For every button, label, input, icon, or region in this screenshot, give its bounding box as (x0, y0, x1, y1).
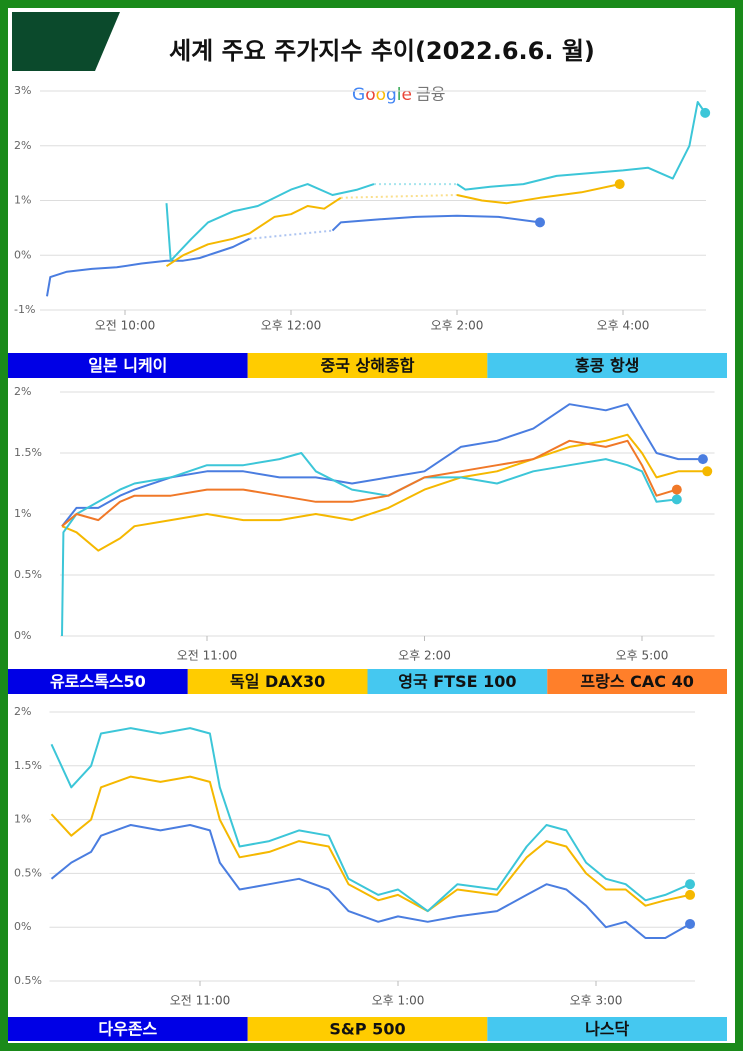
y-tick-label: 1.5% (14, 759, 42, 772)
legend-label: 나스닥 (585, 1020, 629, 1039)
panel (8, 8, 735, 1043)
y-tick-label: 0% (14, 248, 31, 261)
y-tick-label: -1% (14, 303, 35, 316)
series-line (61, 433, 708, 552)
x-tick-label: 오전 10:00 (95, 319, 155, 333)
legend-band (247, 353, 488, 378)
x-tick-label: 오후 5:00 (616, 649, 669, 663)
y-tick-label: 1% (14, 194, 31, 207)
series-line (165, 183, 620, 268)
legend-band (547, 669, 727, 694)
legend-label: 다우존스 (98, 1020, 157, 1039)
end-dot (702, 466, 713, 477)
y-tick-label: 1.5% (14, 446, 42, 459)
x-tick-label: 오전 11:00 (170, 994, 230, 1008)
end-dot (685, 918, 696, 929)
x-tick-label: 오후 2:00 (431, 319, 484, 333)
x-tick-label: 오전 11:00 (177, 649, 237, 663)
x-tick-label: 오후 12:00 (261, 319, 321, 333)
end-dot (700, 107, 711, 118)
x-tick-label: 오후 1:00 (372, 994, 425, 1008)
end-dot (535, 217, 545, 228)
series-line (61, 452, 677, 637)
legend-label: 프랑스 CAC 40 (580, 672, 693, 691)
y-tick-label: 0% (14, 920, 31, 933)
x-tick-label: 오후 3:00 (570, 994, 623, 1008)
end-dot (685, 889, 696, 900)
legend-band (487, 353, 727, 378)
legend-label: 홍콩 항생 (575, 356, 639, 375)
series-line (50, 727, 691, 913)
series-line (165, 101, 707, 262)
y-tick-label: 2% (14, 139, 31, 152)
legend-band (187, 669, 368, 694)
y-tick-label: 3% (14, 84, 31, 97)
end-dot (697, 454, 708, 465)
legend-label: 중국 상해종합 (321, 356, 415, 375)
legend-label: 일본 니케이 (88, 356, 167, 375)
legend-band (8, 1017, 248, 1041)
series-line (46, 214, 541, 297)
y-tick-label: 0.5% (14, 568, 42, 581)
legend-label: S&P 500 (329, 1020, 405, 1039)
title: 세계 주요 주가지수 추이(2022.6.6. 월) (169, 37, 595, 65)
series-line (50, 775, 691, 913)
legend-label: 유로스톡스50 (50, 672, 146, 691)
end-dot (671, 484, 682, 495)
legend-label: 영국 FTSE 100 (398, 672, 516, 691)
y-tick-label: 0.5% (14, 866, 42, 879)
legend-band (8, 353, 248, 378)
y-tick-label: 2% (14, 385, 31, 398)
x-tick-label: 오후 2:00 (398, 649, 451, 663)
gap-connector (249, 229, 333, 240)
legend-band (247, 1017, 488, 1041)
logo: Google (352, 85, 412, 105)
series-line (50, 824, 691, 939)
title-badge (12, 12, 120, 71)
legend-band (367, 669, 548, 694)
legend-label: 독일 DAX30 (230, 672, 325, 691)
legend-band (8, 669, 188, 694)
y-tick-label: 0% (14, 629, 31, 642)
gap-connector (340, 194, 458, 199)
y-tick-label: 1% (14, 813, 31, 826)
end-dot (614, 179, 625, 190)
y-tick-label: 2% (14, 705, 31, 718)
legend-band (487, 1017, 727, 1041)
end-dot (685, 879, 696, 890)
logo-suffix: 금융 (416, 85, 445, 104)
series-line (61, 439, 678, 527)
y-tick-label: 1% (14, 507, 31, 520)
end-dot (671, 494, 682, 505)
series-line (61, 403, 703, 527)
x-tick-label: 오후 4:00 (597, 319, 650, 333)
y-tick-label: 0.5% (14, 974, 42, 987)
